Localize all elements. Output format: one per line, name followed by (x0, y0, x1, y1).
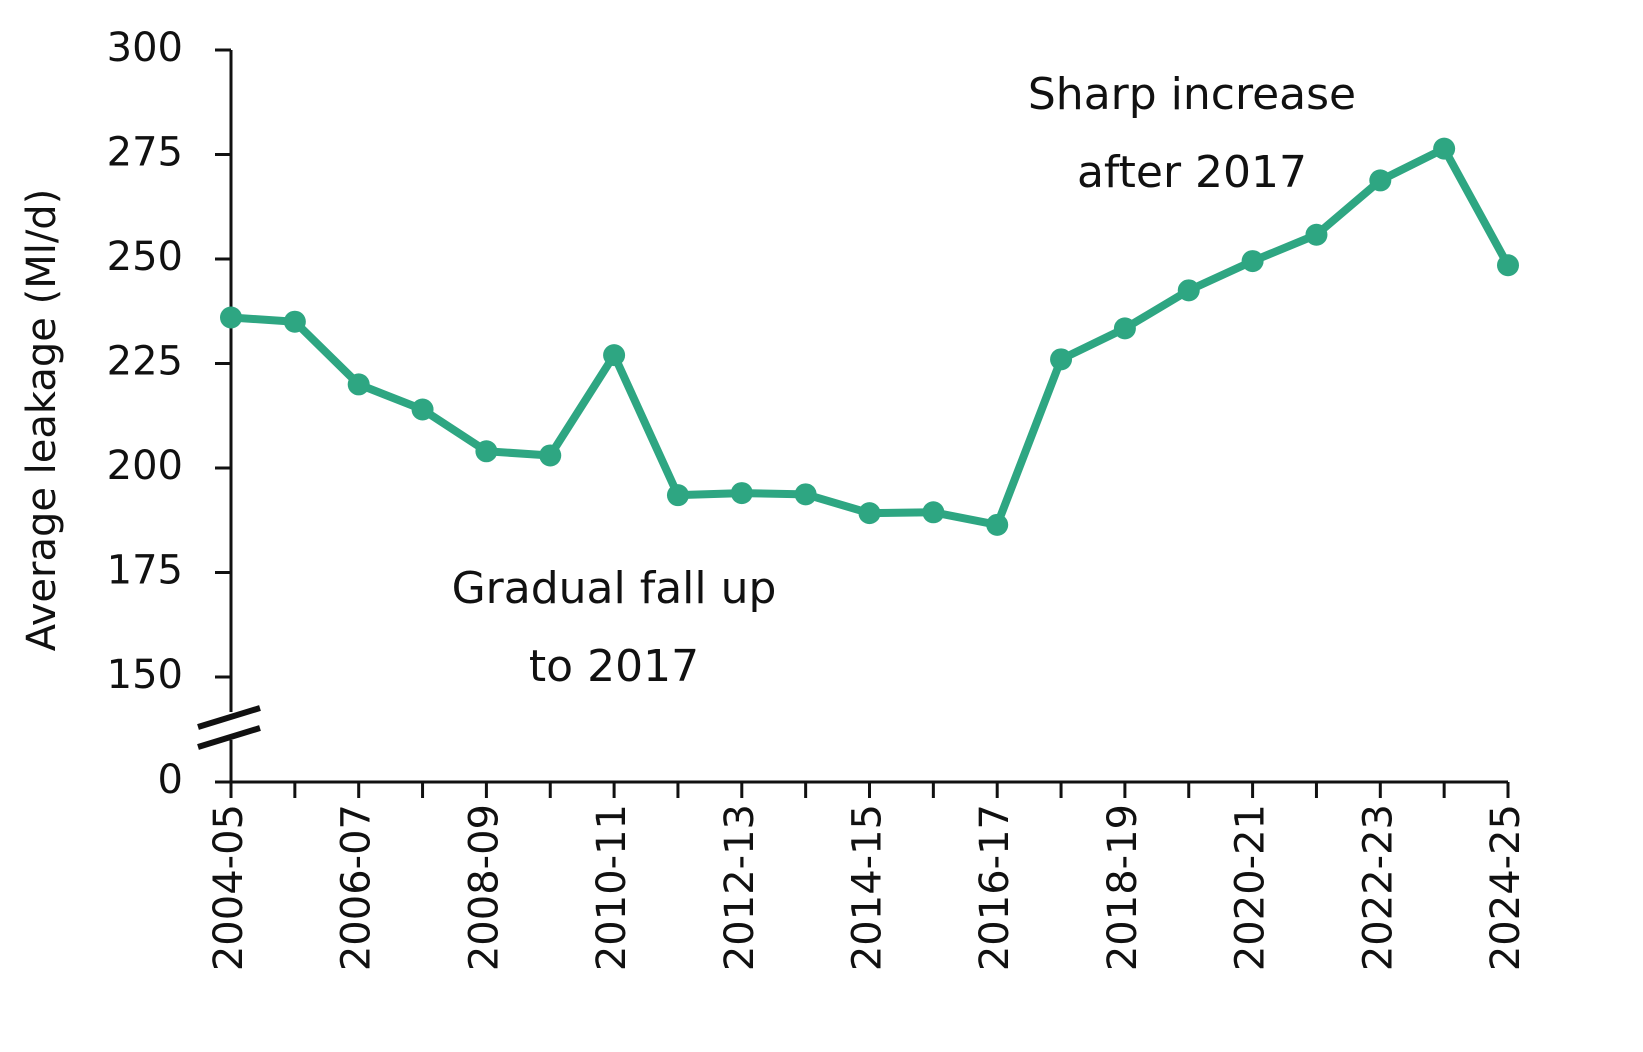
data-point (1050, 348, 1073, 371)
axis-break-mark (197, 705, 261, 730)
data-point (347, 373, 370, 396)
y-tick-label: 0 (158, 757, 183, 803)
y-tick-label: 150 (107, 652, 183, 698)
y-tick-label: 200 (107, 443, 183, 489)
data-point (1113, 317, 1136, 340)
data-point (603, 344, 626, 367)
data-point (922, 501, 945, 524)
y-tick-label: 225 (107, 339, 183, 385)
y-tick-label: 275 (107, 130, 183, 176)
data-point (220, 306, 242, 329)
data-point (794, 483, 817, 506)
data-point (411, 398, 434, 421)
x-tick-label: 2020-21 (1228, 804, 1274, 971)
data-point (730, 482, 753, 505)
data-point (1177, 279, 1200, 302)
x-tick-label: 2016-17 (972, 804, 1018, 971)
y-tick-label: 300 (107, 25, 183, 71)
data-point (1369, 169, 1392, 192)
data-line (230, 144, 1512, 529)
data-point (1433, 137, 1456, 160)
y-tick-label: 250 (107, 234, 183, 280)
data-point (1497, 254, 1519, 277)
annotation: Gradual fall up (452, 563, 777, 614)
annotation: to 2017 (529, 641, 699, 692)
x-tick-label: 2012-13 (717, 804, 763, 971)
annotation: after 2017 (1077, 147, 1307, 198)
annotation: Sharp increase (1028, 69, 1356, 120)
data-point (1241, 250, 1264, 273)
x-tick-label: 2010-11 (589, 804, 635, 971)
x-tick-label: 2022-23 (1355, 804, 1401, 971)
data-point (1305, 223, 1328, 246)
x-tick-label: 2008-09 (461, 804, 507, 971)
data-point (986, 513, 1009, 536)
data-point (666, 484, 689, 507)
data-point (539, 444, 562, 467)
x-tick-label: 2006-07 (334, 804, 380, 971)
y-tick-label: 175 (107, 548, 183, 594)
axis-break-mark (197, 725, 261, 750)
data-point (283, 310, 306, 333)
x-tick-label: 2024-25 (1483, 804, 1529, 971)
x-tick-label: 2004-05 (206, 804, 252, 971)
y-axis-label: Average leakage (Ml/d) (19, 189, 65, 652)
data-point (475, 440, 498, 463)
data-point (858, 502, 881, 525)
x-tick-label: 2014-15 (845, 804, 891, 971)
x-tick-label: 2018-19 (1100, 804, 1146, 971)
